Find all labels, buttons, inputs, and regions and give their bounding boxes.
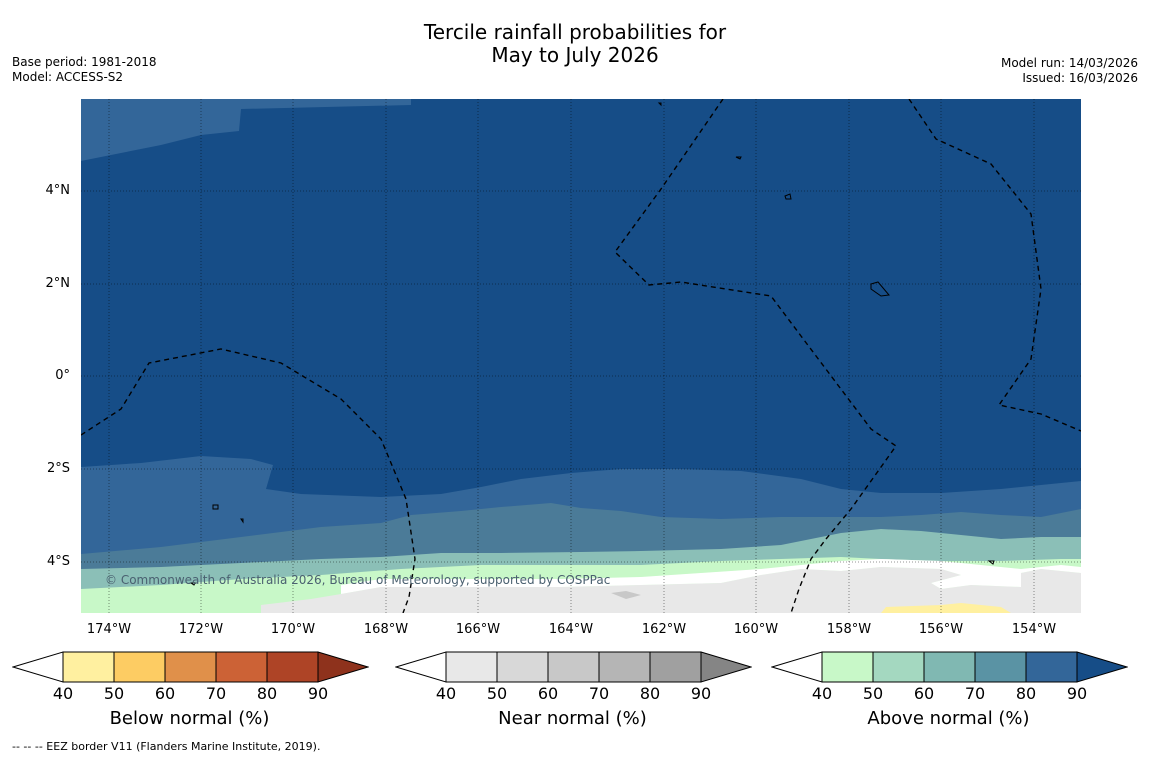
x-tick-label: 162°W [641,622,687,637]
x-tick-label: 154°W [1011,622,1057,637]
white-no-data-strip [341,559,1081,594]
colorbar-tick-label: 90 [1066,684,1088,703]
colorbar-segment [649,651,702,683]
colorbar-0 [12,651,369,683]
colorbar-segment [547,651,600,683]
colorbar-title: Near normal (%) [498,708,647,729]
map-title-line-2: May to July 2026 [491,43,659,67]
colorbar-tick-label: 60 [913,684,935,703]
colorbar-tick-label: 70 [205,684,227,703]
x-tick-label: 160°W [733,622,779,637]
colorbar-extend-low [771,651,823,683]
islands [189,102,995,586]
model-run: Model run: 14/03/2026 [1000,56,1138,70]
colorbar-segment [974,651,1027,683]
colorbar-tick-label: 90 [690,684,712,703]
colorbar-tick-label: 80 [256,684,278,703]
colorbar-tick-label: 90 [307,684,329,703]
colorbar-tick-label: 40 [435,684,457,703]
colorbar-tick-label: 60 [537,684,559,703]
colorbar-title: Below normal (%) [109,708,270,729]
colorbar-segment [821,651,874,683]
colorbar-segment [598,651,651,683]
base-period: Base period: 1981-2018 [12,55,157,69]
colorbar-segment [215,651,268,683]
y-tick-label: 2°S [46,461,70,476]
x-tick-label: 166°W [455,622,501,637]
colorbar-tick-label: 60 [154,684,176,703]
rainfall-probability-map: © Commonwealth of Australia 2026, Bureau… [81,99,1081,613]
y-tick-label: 2°N [45,276,71,291]
eez-footnote: -- -- -- EEZ border V11 (Flanders Marine… [12,740,321,753]
colorbar-extend-low [12,651,64,683]
top-left-above-normal-70-80 [81,99,411,161]
colorbar-1 [395,651,752,683]
colorbar-segment [164,651,217,683]
colorbar-tick-label: 70 [588,684,610,703]
map-title-line-1: Tercile rainfall probabilities for [423,20,727,44]
x-tick-label: 174°W [86,622,132,637]
colorbar-tick-label: 70 [964,684,986,703]
colorbar-extend-high [317,651,369,683]
colorbar-segment [113,651,166,683]
colorbar-tick-label: 40 [811,684,833,703]
colorbar-extend-low [395,651,447,683]
y-tick-label: 0° [55,368,70,383]
colorbar-extend-high [1076,651,1128,683]
eez-borders [81,99,1081,613]
x-tick-label: 170°W [270,622,316,637]
x-tick-label: 172°W [178,622,224,637]
near-normal-small-patch [611,591,641,599]
colorbar-segment [266,651,319,683]
colorbar-extend-high [700,651,752,683]
x-tick-label: 156°W [918,622,964,637]
x-tick-label: 158°W [826,622,872,637]
colorbar-segment [62,651,115,683]
colorbar-segment [1025,651,1078,683]
colorbar-tick-label: 50 [103,684,125,703]
colorbar-tick-label: 50 [486,684,508,703]
x-tick-label: 168°W [363,622,409,637]
issued-date: Issued: 16/03/2026 [1022,71,1138,85]
colorbar-tick-label: 80 [1015,684,1037,703]
colorbar-2 [771,651,1128,683]
near-normal-grey-region [261,567,1081,613]
y-tick-label: 4°N [45,183,71,198]
copyright-notice: © Commonwealth of Australia 2026, Bureau… [105,573,610,587]
below-normal-yellow-patch [881,603,1011,613]
colorbar-title: Above normal (%) [867,708,1030,729]
colorbar-tick-label: 40 [52,684,74,703]
model-name: Model: ACCESS-S2 [12,70,124,84]
colorbar-segment [923,651,976,683]
colorbar-tick-label: 80 [639,684,661,703]
x-tick-label: 164°W [548,622,594,637]
colorbar-segment [872,651,925,683]
colorbar-tick-label: 50 [862,684,884,703]
colorbar-segment [445,651,498,683]
colorbar-segment [496,651,549,683]
y-tick-label: 4°S [46,554,70,569]
